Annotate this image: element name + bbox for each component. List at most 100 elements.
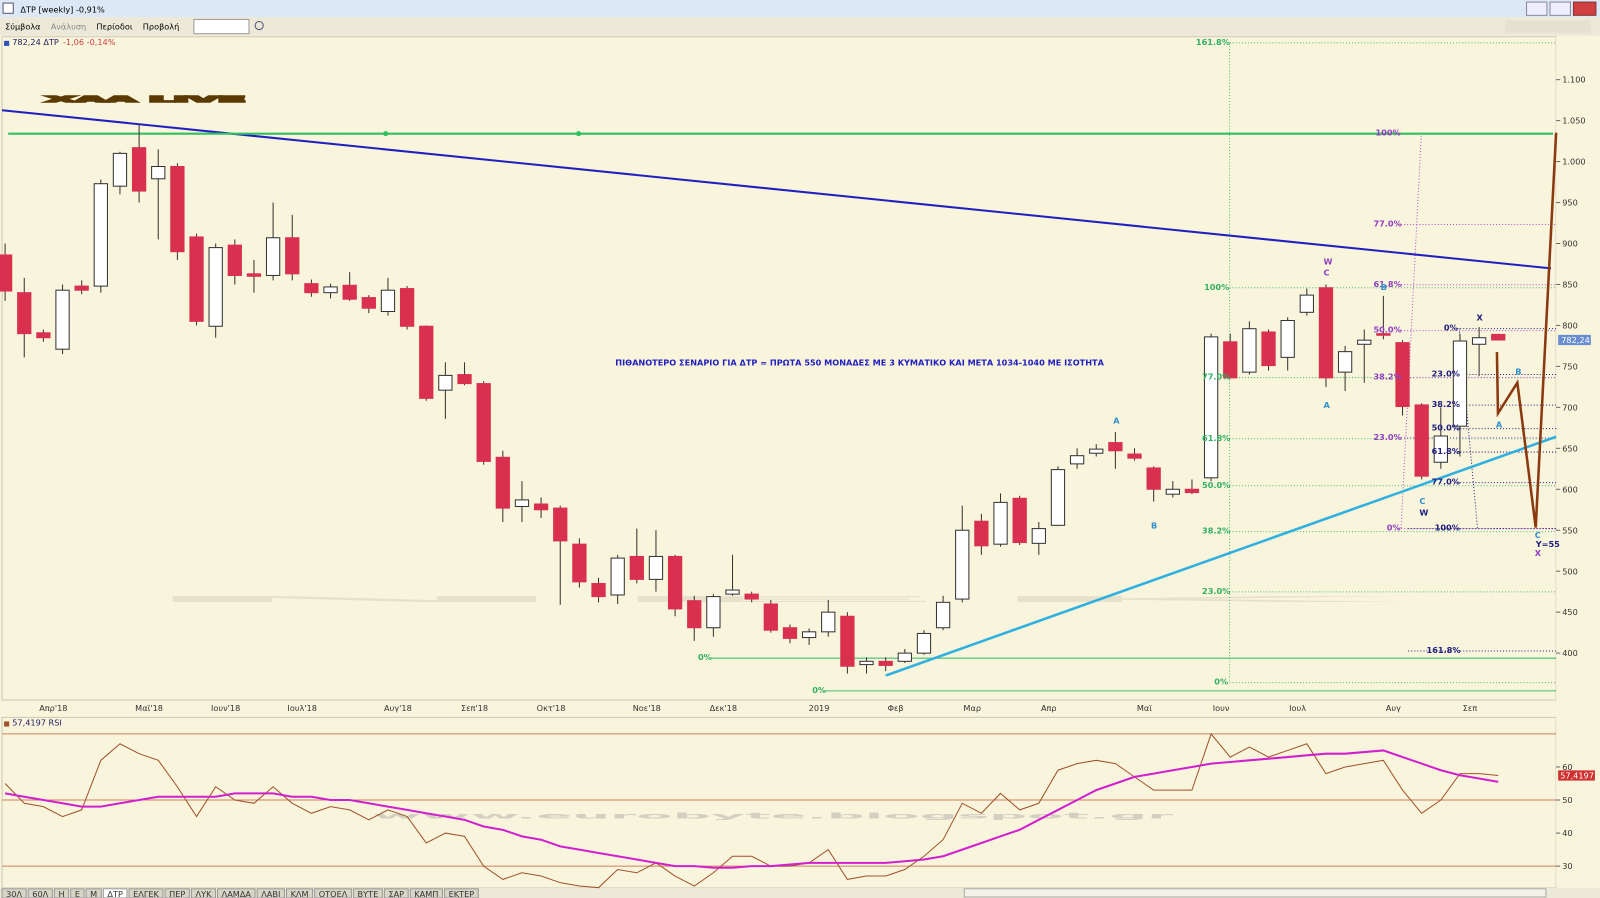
tab-bar xyxy=(0,887,1600,898)
y-tick-label: 800 xyxy=(1562,320,1578,330)
candle-body xyxy=(1452,340,1468,427)
candle-body xyxy=(629,555,644,580)
tab-label[interactable]: H xyxy=(58,889,64,898)
candle-body xyxy=(361,297,376,309)
annotation: 0% xyxy=(1444,323,1458,333)
candle-body xyxy=(1357,339,1372,345)
x-tick-label: Μαϊ'18 xyxy=(135,703,163,713)
uptrend-line xyxy=(885,435,1557,677)
menu-item[interactable]: Ανάλυση xyxy=(51,22,86,32)
tab-label[interactable]: 60Λ xyxy=(32,889,48,898)
tab-label[interactable]: E xyxy=(75,889,80,898)
candle-body xyxy=(648,555,664,580)
candle-body xyxy=(1089,448,1104,454)
annotation: 0% xyxy=(1387,523,1401,533)
annotation: C xyxy=(1419,496,1425,506)
minimize-button[interactable] xyxy=(1526,1,1548,16)
candle-body xyxy=(476,383,491,462)
price-panel xyxy=(1,36,1557,701)
candle-body xyxy=(1261,331,1276,367)
candle-body xyxy=(1491,333,1506,341)
tab-label[interactable]: ΒΥΤΕ xyxy=(358,889,379,898)
menu-item[interactable]: Προβολή xyxy=(143,22,180,32)
tabs: 30Λ 60Λ H E M ΔΤΡ ΕΛΓΕΚ ΠΕΡ ΛΥΚ ΛΑΜΔΑ ΛΑΒΙ ΚΛΜ ΟΤΟΕΛ… xyxy=(1,888,479,898)
candle-body xyxy=(1050,469,1066,526)
y-tick-label: 500 xyxy=(1562,566,1578,576)
x-tick-label: Δεκ'18 xyxy=(710,703,737,713)
annotation: 77.0% xyxy=(1432,477,1460,487)
y-tick-label: 700 xyxy=(1562,402,1578,412)
price-change: -1,06 -0,14% xyxy=(63,37,116,47)
symbol-input[interactable] xyxy=(193,18,250,35)
annotation: 100% xyxy=(1204,282,1229,292)
annotation: 100% xyxy=(1435,523,1460,533)
candle-body xyxy=(457,374,472,385)
rsi-line xyxy=(4,749,1499,869)
annotation: 161.8% xyxy=(1427,645,1461,655)
candle-body xyxy=(801,631,817,639)
candle-body xyxy=(1184,488,1200,494)
annotation: Y=55 xyxy=(1535,539,1560,549)
candle-body xyxy=(399,288,415,327)
candle-body xyxy=(935,601,951,629)
tab-label[interactable]: ΕΛΓΕΚ xyxy=(133,889,159,898)
y-tick-label: 1.000 xyxy=(1562,157,1585,167)
legend-swatch xyxy=(4,721,10,727)
candle-body xyxy=(1069,455,1085,465)
candle-body xyxy=(610,557,625,596)
candle-body xyxy=(246,273,262,277)
x-tick-label: Μαϊ xyxy=(1137,703,1152,713)
tab-label[interactable]: ΔΤΡ xyxy=(107,889,123,898)
y-tick-label: 900 xyxy=(1562,239,1578,249)
search-icon[interactable] xyxy=(254,20,264,31)
tab-label[interactable]: ΚΑΜΠ xyxy=(414,889,438,898)
menu-item[interactable]: Σύμβολα xyxy=(5,22,40,32)
annotation: W xyxy=(1419,507,1428,517)
tab-label[interactable]: ΛΑΒΙ xyxy=(261,889,280,898)
y-tick-label: 1.050 xyxy=(1562,116,1585,126)
tab-label[interactable]: ΛΑΜΔΑ xyxy=(222,889,252,898)
candle-body xyxy=(170,165,185,253)
scenario-note: ΠΙΘΑΝΟΤΕΡΟ ΣΕΝΑΡΙΟ ΓΙΑ ΔΤΡ = ΠΡΩΤΑ 550 Μ… xyxy=(615,357,1104,367)
tab-label[interactable]: ΟΤΟΕΛ xyxy=(319,889,348,898)
candle-body xyxy=(763,603,778,631)
tab-label[interactable]: 30Λ xyxy=(6,889,22,898)
candle-body xyxy=(1471,337,1487,345)
maximize-button[interactable] xyxy=(1549,1,1571,16)
y-tick-label: 950 xyxy=(1562,198,1578,208)
tab-label[interactable]: ΕΚΤΕΡ xyxy=(449,889,475,898)
annotation: 38.2% xyxy=(1373,372,1401,382)
candle-body xyxy=(1223,341,1238,379)
y-tick-label: 60 xyxy=(1562,762,1572,772)
annotation: 0% xyxy=(1214,677,1228,687)
scrollbar[interactable] xyxy=(963,888,1547,898)
close-button[interactable] xyxy=(1572,1,1597,16)
candle-body xyxy=(782,627,798,639)
window-icon xyxy=(2,2,14,14)
candle-body xyxy=(1395,342,1410,408)
tab-label[interactable]: ΠΕΡ xyxy=(169,889,185,898)
logo: XAA LIVE xyxy=(46,94,245,104)
tab-label[interactable]: M xyxy=(90,889,97,898)
tab-label[interactable]: ΛΥΚ xyxy=(196,889,213,898)
toolbar-icons[interactable] xyxy=(1505,20,1591,33)
menu-item[interactable]: Περίοδοι xyxy=(96,22,132,32)
tab-label[interactable]: ΚΛΜ xyxy=(291,889,309,898)
fib-green xyxy=(1229,42,1557,684)
title-bar xyxy=(0,0,1600,18)
y-tick-label: 550 xyxy=(1562,525,1578,535)
menu-bar xyxy=(0,17,1600,36)
y-tick-label: 750 xyxy=(1562,361,1578,371)
candle-body xyxy=(189,236,204,322)
x-tick-label: Ιουν'18 xyxy=(211,703,240,713)
tab-label[interactable]: ΣΑΡ xyxy=(388,889,404,898)
y-tick-label: 30 xyxy=(1562,861,1572,871)
x-tick-label: Απρ xyxy=(1041,703,1057,713)
y-tick-label: 600 xyxy=(1562,484,1578,494)
y-tick-label: 450 xyxy=(1562,607,1578,617)
candle-body xyxy=(419,325,434,399)
annotation: W xyxy=(1323,256,1332,266)
rsi-last-label: 57,4197 xyxy=(1560,771,1594,781)
annotation: X xyxy=(1535,548,1542,558)
